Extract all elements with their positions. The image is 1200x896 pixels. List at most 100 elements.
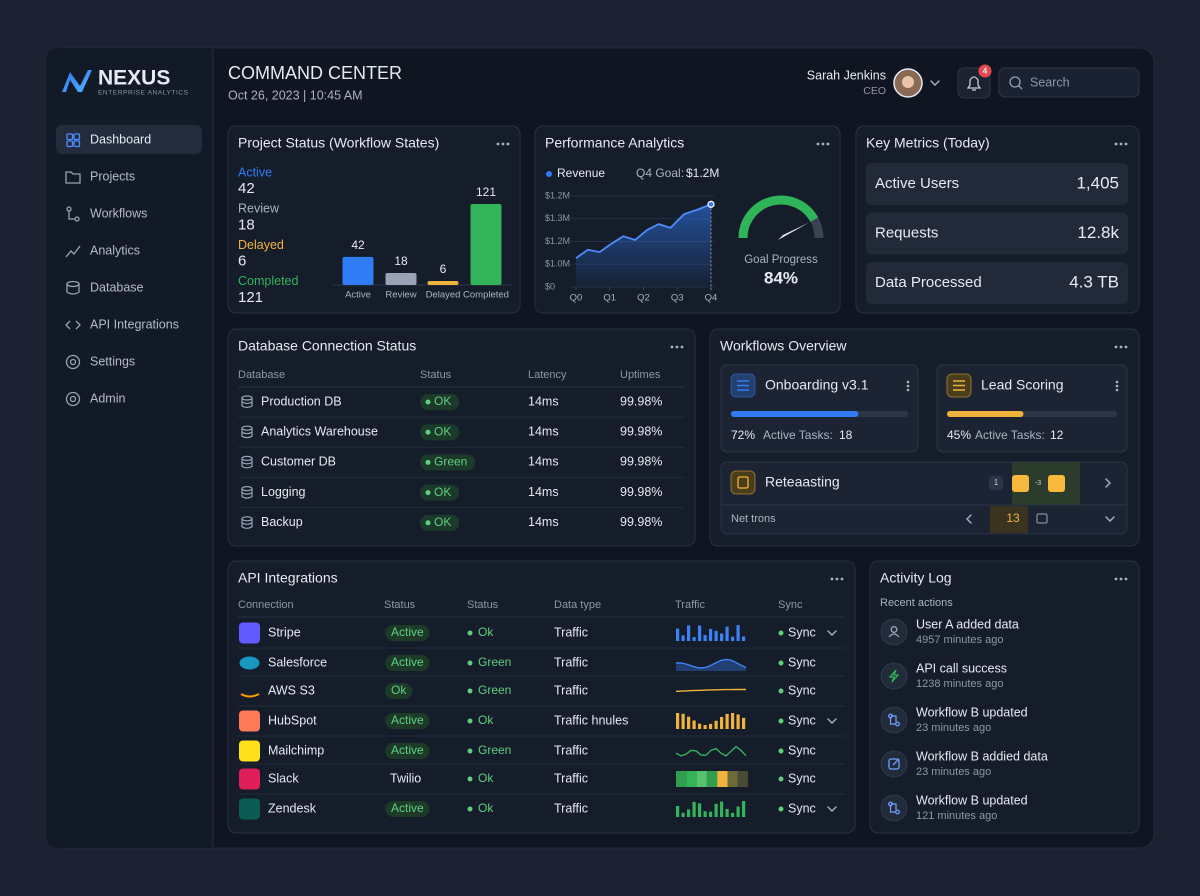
menu-dot [670, 345, 674, 349]
latency: 14ms [528, 424, 559, 438]
health-dot [467, 688, 473, 694]
column-header: Status [384, 599, 416, 611]
sync-text[interactable]: Sync [788, 801, 816, 815]
tasks-label: Active Tasks: [763, 428, 833, 442]
activity-time: 23 minutes ago [916, 766, 991, 778]
card-title: API Integrations [238, 570, 338, 586]
spark-bar [676, 628, 680, 641]
prev-chevron[interactable] [966, 514, 972, 524]
more-menu[interactable] [1115, 380, 1119, 392]
nav-item[interactable]: Workflows [90, 206, 147, 220]
nav-item[interactable]: API Integrations [90, 317, 179, 331]
icon-part [73, 133, 81, 141]
icon-part [241, 458, 253, 469]
bar [470, 204, 502, 285]
spark-bar [709, 723, 713, 729]
db-icon [241, 455, 253, 469]
activity-time: 23 minutes ago [916, 722, 991, 734]
more-menu[interactable] [670, 345, 684, 349]
project-status-card [227, 125, 521, 314]
row-chevron[interactable] [827, 630, 837, 636]
nav-item[interactable]: Analytics [90, 243, 140, 257]
status-dot [425, 490, 431, 496]
more-menu[interactable] [1114, 345, 1128, 349]
spark-bar [681, 713, 685, 729]
search-placeholder[interactable]: Search [1030, 75, 1070, 89]
step-block [1012, 475, 1029, 492]
y-tick-label: $1.0M [545, 259, 570, 269]
progress-fill [731, 411, 859, 417]
nav-item[interactable]: Dashboard [90, 132, 151, 146]
row-chevron[interactable] [827, 718, 837, 724]
legend-label: Delayed [238, 238, 284, 252]
pipeline-icon-glyph [737, 476, 749, 489]
sync-text[interactable]: Sync [788, 625, 816, 639]
more-menu[interactable] [496, 142, 510, 146]
workflow-tile[interactable] [936, 364, 1128, 453]
more-menu[interactable] [1114, 577, 1128, 581]
revenue-line [575, 203, 712, 259]
connection-name: AWS S3 [268, 683, 315, 697]
traffic-sparkline [676, 801, 746, 817]
traffic-sparkline [676, 771, 749, 787]
sidebar [46, 48, 213, 848]
nav-item[interactable]: Database [90, 280, 144, 294]
y-tick-label: $1.3M [545, 213, 570, 223]
spark-bar [731, 713, 735, 729]
goal-label: Q4 Goal: [636, 166, 684, 180]
menu-dot [1114, 577, 1118, 581]
bar [385, 272, 417, 285]
sync-text[interactable]: Sync [788, 743, 816, 757]
more-menu[interactable] [816, 142, 830, 146]
expand-chevron[interactable] [1105, 478, 1111, 488]
connection-name: HubSpot [268, 713, 317, 727]
menu-dot [1115, 384, 1119, 388]
nav-icon [65, 391, 81, 407]
activity-text: API call success [916, 661, 1007, 675]
spark-bar [725, 808, 729, 817]
user-menu-chevron[interactable] [930, 80, 940, 86]
app-logo [239, 710, 260, 732]
more-menu[interactable] [1114, 142, 1128, 146]
spark-bar [698, 803, 702, 817]
health-text: Green [478, 655, 511, 669]
dropdown-chevron[interactable] [1105, 516, 1115, 522]
more-menu[interactable] [906, 380, 910, 392]
activity-icon-bg [880, 662, 908, 690]
column-header: Connection [238, 599, 294, 611]
nav-item[interactable]: Projects [90, 169, 135, 183]
spark-bar [742, 801, 746, 817]
column-header: Latency [528, 369, 567, 381]
workflow-tile[interactable] [720, 364, 919, 453]
health-dot [467, 660, 473, 666]
legend-label: Active [238, 165, 272, 179]
search-box[interactable] [998, 67, 1140, 98]
icon-part [66, 284, 80, 295]
menu-dot [821, 142, 825, 146]
status-pill [420, 484, 460, 501]
card-title: Workflows Overview [720, 338, 847, 354]
status-pill [385, 801, 430, 817]
menu-dot [1119, 345, 1123, 349]
icon-part [65, 171, 81, 184]
row-chevron[interactable] [827, 806, 837, 812]
more-menu[interactable] [830, 577, 844, 581]
db-icon [241, 516, 253, 529]
sync-text[interactable]: Sync [788, 713, 816, 727]
sync-text[interactable]: Sync [788, 771, 816, 785]
spark-bar [725, 713, 729, 729]
x-tick-label: Q4 [705, 293, 718, 304]
app-logo [239, 740, 260, 762]
menu-dot [1119, 577, 1123, 581]
nav-active-bg[interactable] [56, 125, 202, 154]
connection-name: Salesforce [268, 655, 327, 669]
sync-text[interactable]: Sync [788, 683, 816, 697]
activity-icon-bg [880, 794, 908, 822]
nav-item[interactable]: Admin [90, 391, 125, 405]
status-text: Green [434, 455, 467, 469]
sync-text[interactable]: Sync [788, 655, 816, 669]
spark-bar [731, 812, 735, 817]
spark-area [676, 659, 746, 671]
nav-item[interactable]: Settings [90, 354, 135, 368]
bar-category-label: Active [345, 290, 371, 301]
